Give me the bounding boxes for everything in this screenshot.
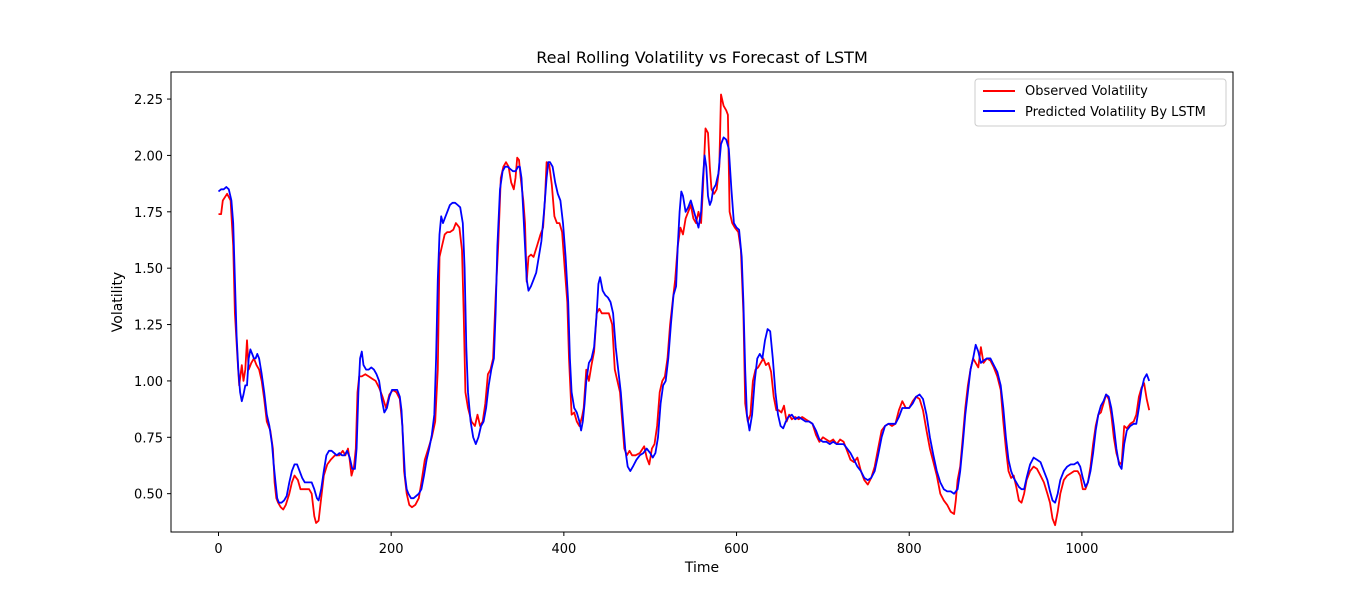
ticks-layer: 0 200 400 600 800 1000 0.50 0.75 1.00 1.25 1.50 1.7… — [134, 93, 1098, 557]
y-tick-label: 0.75 — [134, 431, 163, 446]
x-tick-label: 200 — [379, 542, 404, 557]
predicted-volatility-line — [217, 136, 1151, 504]
plot-frame — [170, 71, 1234, 533]
series-layer — [217, 93, 1151, 527]
legend: Observed Volatility Predicted Volatility… — [974, 78, 1227, 127]
y-axis-label: Volatility — [110, 272, 126, 332]
chart-title: Real Rolling Volatility vs Forecast of L… — [536, 48, 868, 67]
x-tick-label: 600 — [724, 542, 749, 557]
legend-label-observed: Observed Volatility — [1025, 84, 1148, 99]
y-tick-label: 1.50 — [134, 262, 163, 277]
y-tick-label: 2.00 — [134, 149, 163, 164]
x-tick-label: 800 — [897, 542, 922, 557]
y-tick-label: 2.25 — [134, 93, 163, 108]
legend-label-predicted: Predicted Volatility By LSTM — [1025, 105, 1206, 120]
legend-box — [974, 78, 1227, 127]
y-tick-label: 1.25 — [134, 319, 163, 334]
x-tick-label: 1000 — [1065, 542, 1098, 557]
observed-volatility-line — [218, 93, 1151, 527]
x-axis-label: Time — [684, 560, 719, 576]
y-tick-label: 0.50 — [134, 488, 163, 503]
x-tick-label: 0 — [214, 542, 222, 557]
y-tick-label: 1.75 — [134, 206, 163, 221]
y-tick-label: 1.00 — [134, 375, 163, 390]
x-tick-label: 400 — [551, 542, 576, 557]
